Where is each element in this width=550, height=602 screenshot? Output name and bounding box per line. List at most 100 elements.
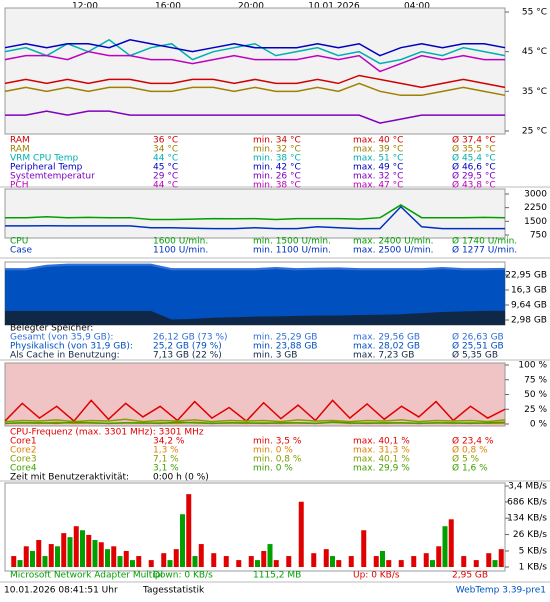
legend-name: RAM: [10, 136, 30, 146]
bar: [98, 542, 104, 567]
time-label: 16:00: [155, 2, 181, 12]
legend-name: VRM CPU Temp: [10, 154, 78, 164]
y-tick-label: 50 %: [524, 390, 547, 400]
y-tick-label: 25 °C: [522, 127, 547, 137]
legend-name: Als Cache in Benutzung:: [10, 351, 120, 361]
bar: [473, 560, 479, 567]
legend-min: min. 32 °C: [253, 145, 301, 155]
time-label: 10.01.2026: [308, 2, 360, 12]
legend-current: 7,1 %: [153, 455, 179, 465]
bar: [323, 549, 329, 567]
legend-min: min. 26 °C: [253, 172, 301, 182]
bar: [448, 519, 454, 567]
legend-min: min. 3,5 %: [253, 437, 302, 447]
bar: [255, 560, 260, 567]
legend-max: max. 2400 U/min.: [353, 237, 434, 247]
y-tick-label: 45 °C: [522, 47, 547, 57]
y-tick-label: 3,4 MB/s: [508, 482, 547, 492]
plot-area: [4, 362, 506, 427]
bar: [136, 556, 142, 567]
bar: [161, 553, 167, 567]
legend-min: min. 1100 U/min.: [253, 246, 331, 256]
series-line: [5, 110, 505, 124]
legend-current: 7,13 GB (22 %): [153, 351, 222, 361]
legend-min: min. 0 %: [253, 464, 293, 474]
bar: [423, 553, 429, 567]
y-tick-label: 3000: [524, 190, 547, 200]
bar: [61, 533, 67, 567]
legend-max: max. 28,02 GB: [353, 342, 420, 352]
legend-avg: Ø 43,8 °C: [452, 180, 496, 191]
bar: [211, 553, 217, 567]
legend-min: min. 0 %: [253, 446, 293, 456]
y-tick-label: 22,95 GB: [505, 270, 547, 280]
legend-avg: Ø 35,5 °C: [452, 144, 496, 155]
legend-current: 36 °C: [153, 136, 178, 146]
legend-name: Peripheral Temp: [10, 163, 83, 173]
legend-current: 29 °C: [153, 172, 178, 182]
legend-current: 1100 U/min.: [153, 246, 208, 256]
legend-avg: Ø 1277 U/min.: [452, 245, 517, 256]
bar: [223, 556, 229, 567]
y-tick-label: 9,64 GB: [511, 300, 547, 310]
legend-min: min. 42 °C: [253, 163, 301, 173]
series-line: [4, 38, 506, 57]
version: WebTemp 3.39-pre1: [456, 586, 546, 596]
legend-avg: Ø 26,63 GB: [452, 332, 504, 343]
time-label: 04:00: [404, 2, 430, 12]
legend-max: max. 7,23 GB: [353, 351, 414, 361]
bar: [23, 546, 29, 567]
bar: [311, 553, 317, 567]
legend-min: min. 34 °C: [253, 136, 301, 146]
legend-min: min. 25,29 GB: [253, 333, 317, 343]
legend-max: max. 31,3 %: [353, 446, 410, 456]
activity-label: Zeit mit Benutzeraktivität:: [10, 473, 129, 483]
bar: [498, 549, 504, 567]
bar: [80, 530, 85, 567]
legend-title: Belegter Speicher:: [10, 324, 93, 334]
y-tick-label: 1500: [524, 217, 547, 227]
bar: [348, 556, 354, 567]
series-area: [5, 310, 505, 325]
bar: [30, 550, 35, 567]
legend-name: Core3: [10, 455, 37, 465]
legend-name: Up: 0 KB/s: [353, 571, 400, 581]
legend-current: 26,12 GB (73 %): [153, 333, 228, 343]
y-tick-label: 100 %: [518, 361, 547, 371]
series-line: [4, 50, 505, 73]
series-line: [4, 421, 506, 425]
legend-min: min. 3 GB: [253, 351, 297, 361]
legend-max: max. 40 °C: [353, 136, 403, 146]
legend-name: Case: [10, 246, 32, 256]
bar: [148, 560, 154, 567]
legend-title: CPU-Frequenz (max. 3301 MHz): 3301 MHz: [10, 428, 204, 438]
legend-current: 3,1 %: [153, 464, 179, 474]
bar: [298, 501, 304, 567]
legend-name: Core4: [10, 464, 37, 474]
daily-stats-button[interactable]: Tagesstatistik: [142, 586, 205, 596]
bar: [192, 556, 198, 567]
legend-max: max. 40,1 %: [353, 437, 410, 447]
legend-avg: Ø 0,8 %: [452, 445, 488, 456]
bar: [11, 556, 17, 567]
bar: [17, 560, 23, 567]
legend-name: PCH: [10, 181, 28, 191]
legend-max: max. 2500 U/min.: [353, 246, 434, 256]
bar: [330, 556, 335, 567]
y-tick-label: 35 °C: [522, 87, 547, 97]
y-tick-label: 26 KB/s: [513, 530, 547, 540]
legend-avg: Ø 37,4 °C: [452, 135, 496, 146]
series-line: [4, 418, 506, 423]
legend-current: 34,2 %: [153, 437, 185, 447]
bar: [48, 544, 54, 567]
legend-name: Down: 0 KB/s: [153, 571, 213, 581]
bar: [398, 560, 404, 567]
adapter-name: Microsoft Network Adapter Multipl: [10, 571, 163, 581]
legend-name: Core1: [10, 437, 37, 447]
bar: [86, 534, 92, 567]
bar: [180, 514, 185, 567]
timestamp: 10.01.2026 08:41:51 Uhr: [4, 586, 118, 596]
bar: [286, 556, 292, 567]
